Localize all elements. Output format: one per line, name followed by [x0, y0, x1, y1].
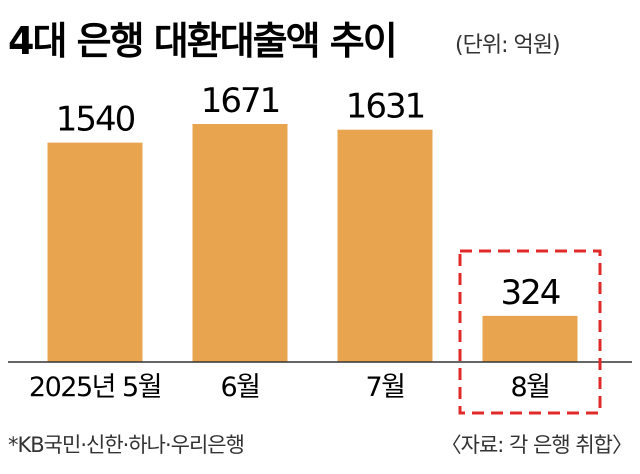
category-label-3: 8월 — [510, 372, 549, 403]
bar-1 — [192, 124, 288, 362]
chart-title: 4대 은행 대환대출액 추이 — [8, 19, 396, 63]
unit-label: (단위: 억원) — [455, 33, 560, 58]
value-label-3: 324 — [501, 273, 560, 313]
value-label-0: 1540 — [56, 100, 135, 140]
category-label-1: 6월 — [220, 372, 259, 403]
footnote: *KB국민·신한·하나·우리은행 — [8, 433, 244, 457]
value-labels-group: 1540 1671 1631 324 — [56, 81, 562, 313]
bar-3 — [482, 315, 578, 362]
source-note: 〈자료: 각 은행 취합〉 — [441, 433, 632, 457]
value-label-2: 1631 — [346, 87, 425, 127]
bar-2 — [337, 129, 433, 362]
value-label-1: 1671 — [201, 81, 280, 121]
bar-0 — [47, 142, 143, 362]
category-label-0: 2025년 5월 — [29, 372, 161, 403]
category-label-2: 7월 — [365, 372, 404, 403]
bars-group — [47, 124, 578, 362]
category-labels-group: 2025년 5월 6월 7월 8월 — [29, 372, 551, 403]
highlight-box — [458, 249, 602, 415]
